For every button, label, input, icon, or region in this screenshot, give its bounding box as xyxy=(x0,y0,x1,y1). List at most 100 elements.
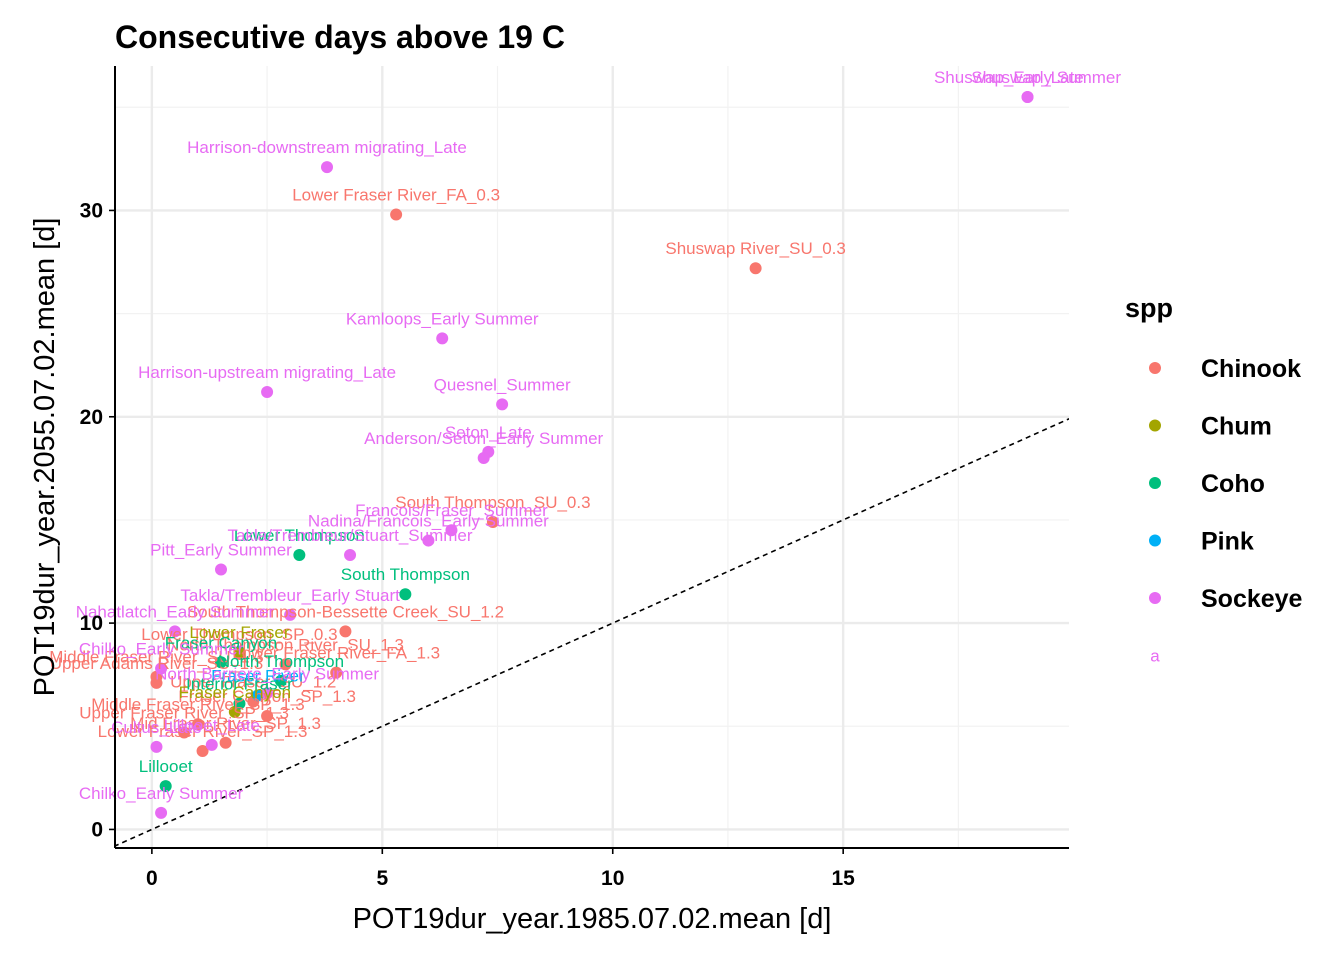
data-label: Lower Fraser River_FA_1.3 xyxy=(232,644,440,663)
legend-key xyxy=(1149,592,1161,604)
y-tick-label: 0 xyxy=(91,818,103,841)
legend-title: spp xyxy=(1125,293,1173,323)
x-tick-label: 5 xyxy=(376,867,388,890)
x-tick-label: 10 xyxy=(601,867,624,890)
x-tick-label: 15 xyxy=(831,867,855,890)
data-point xyxy=(215,656,227,669)
data-point xyxy=(196,745,209,758)
data-point xyxy=(445,524,458,537)
data-label: Chilko_Early Summer xyxy=(79,784,244,803)
data-label: Lower Fraser River_SP_1.3 xyxy=(98,722,308,741)
legend: spp Chinook Chum Coho Pink Sockeye a xyxy=(1125,293,1303,666)
data-label: Seton_Late xyxy=(445,423,532,442)
data-point xyxy=(233,697,246,710)
data-points xyxy=(150,90,1034,819)
data-point xyxy=(390,208,403,221)
data-point xyxy=(749,262,762,275)
data-point xyxy=(293,549,306,562)
data-label: Fraser Canyon xyxy=(179,683,291,702)
data-point xyxy=(321,161,333,174)
data-label: Shuswap_Late xyxy=(971,68,1083,87)
data-label: South Thompson-Bessette Creek_SU_1.2 xyxy=(187,602,504,621)
data-label: Middle Fraser River_SP_1.3 xyxy=(91,695,305,714)
data-label: Upper Fraser_SU_1.2 xyxy=(170,673,336,692)
data-point xyxy=(261,386,274,399)
data-label: North Thompson xyxy=(218,652,344,671)
data-label: Takla/Trembleur_Early Stuart xyxy=(180,586,400,605)
data-label: Francois/Fraser_Summer xyxy=(355,501,548,520)
data-label: Takla/Trembleur/Stuart_Summer xyxy=(228,526,473,545)
data-label: North Thompson River_SU_1.3 xyxy=(167,635,404,654)
data-point xyxy=(251,689,264,702)
data-label: Lower Thompson xyxy=(234,526,365,545)
legend-key xyxy=(1149,419,1161,432)
reference-line-group xyxy=(115,417,1069,847)
data-label: Upper Adams River_SU_1.3 xyxy=(50,654,264,673)
data-label: Shuswap River_SU_0.3 xyxy=(665,239,845,258)
data-point xyxy=(150,740,163,753)
y-tick-label: 10 xyxy=(80,612,103,635)
data-point xyxy=(496,398,509,411)
data-label: Upper Fraser River_SP_1.3 xyxy=(79,703,289,722)
data-label: Lower Fraser River_FA_0.3 xyxy=(292,186,500,205)
data-point xyxy=(486,515,499,528)
data-label: Nadina/Francois_Early Summer xyxy=(308,512,549,531)
data-point xyxy=(159,780,172,793)
data-label: Lillooet_Late xyxy=(164,716,260,735)
one-to-one-line xyxy=(115,417,1069,847)
data-point xyxy=(344,549,357,562)
data-point xyxy=(1021,90,1034,103)
y-tick-label: 30 xyxy=(80,199,103,222)
data-point xyxy=(330,666,343,679)
data-point xyxy=(233,645,246,658)
data-point xyxy=(274,674,287,687)
legend-key xyxy=(1149,362,1161,374)
data-point xyxy=(191,718,204,731)
data-point xyxy=(168,625,181,638)
data-label: Harrison-downstream migrating_Late xyxy=(187,138,467,157)
data-point xyxy=(436,332,449,345)
data-point xyxy=(219,736,232,749)
legend-key xyxy=(1149,534,1161,547)
data-point xyxy=(155,806,168,819)
legend-label: Coho xyxy=(1201,470,1265,498)
legend-label-key: a xyxy=(1150,647,1160,666)
data-label: Quesnel_Summer xyxy=(434,375,571,394)
data-point xyxy=(205,738,218,751)
x-tick-label: 0 xyxy=(146,867,158,890)
data-point xyxy=(477,452,490,465)
data-label: South Thompson xyxy=(341,565,470,584)
data-label: Pitt_Early Summer xyxy=(150,540,292,559)
data-label: South Thompson_SU_0.3 xyxy=(395,493,590,512)
data-label: Fraser Canyon_SP_1.3 xyxy=(178,687,356,706)
grid-lines xyxy=(115,66,1069,848)
data-point xyxy=(422,534,435,547)
data-point xyxy=(339,625,352,638)
data-point xyxy=(150,676,163,689)
data-label: Harrison-upstream migrating_Late xyxy=(138,363,396,382)
data-point xyxy=(399,588,412,601)
point-labels: Lower Fraser River_FA_0.3 Shuswap River_S… xyxy=(49,68,1121,803)
data-label: Chilko_Early Summer xyxy=(79,639,244,658)
x-axis-title: POT19dur_year.1985.07.02.mean [d] xyxy=(353,903,832,935)
data-label: Shuswap_Early Summer xyxy=(934,68,1121,87)
chart-title: Consecutive days above 19 C xyxy=(115,19,565,55)
y-axis-title: POT19dur_year.2055.07.02.mean [d] xyxy=(29,218,61,697)
data-point xyxy=(155,662,168,675)
legend-label: Sockeye xyxy=(1201,585,1303,613)
legend-key xyxy=(1149,477,1161,489)
data-label: Interior Fraser xyxy=(186,675,293,694)
data-label: Anderson/Seton_Early Summer xyxy=(364,429,603,448)
legend-label: Chinook xyxy=(1201,355,1301,383)
data-label: Lower Fraser xyxy=(189,623,289,642)
data-label: North Barriere_Early Summer xyxy=(155,664,379,683)
x-axis-ticks: 0 5 10 15 xyxy=(146,848,855,890)
data-point xyxy=(215,563,227,576)
data-point xyxy=(261,709,274,722)
data-point xyxy=(261,687,274,700)
legend-label: Pink xyxy=(1201,528,1254,556)
y-axis-ticks: 0 10 20 30 xyxy=(80,199,115,841)
data-label: Fraser River xyxy=(211,666,305,685)
data-label: Kamloops_Early Summer xyxy=(346,309,539,328)
